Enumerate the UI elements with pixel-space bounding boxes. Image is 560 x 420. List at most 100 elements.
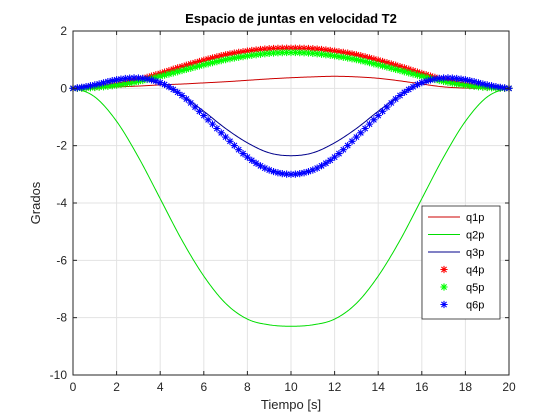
- data-point-q6p: [235, 146, 243, 154]
- data-point-q4p: [304, 44, 313, 53]
- data-point-q5p: [405, 69, 413, 77]
- chart-title: Espacio de juntas en velocidad T2: [185, 11, 397, 26]
- data-point-q6p: [104, 78, 112, 86]
- data-point-q4p: [200, 56, 208, 64]
- data-point-q4p: [248, 46, 256, 55]
- data-point-q4p: [174, 64, 182, 72]
- y-tick-label: -2: [56, 139, 67, 153]
- data-point-q4p: [396, 62, 404, 71]
- data-point-q5p: [239, 52, 247, 61]
- data-point-q6p: [413, 80, 422, 89]
- data-point-q4p: [226, 50, 234, 58]
- data-point-q5p: [235, 53, 243, 61]
- data-point-q6p: [182, 95, 190, 103]
- data-point-q6p: [95, 80, 103, 88]
- data-point-q6p: [165, 83, 173, 91]
- data-point-q6p: [374, 111, 382, 120]
- data-point-q5p: [165, 70, 173, 78]
- y-tick-label: -10: [50, 368, 68, 382]
- data-point-q4p: [204, 55, 212, 63]
- data-point-q6p: [287, 170, 295, 178]
- y-axis-label: Grados: [28, 181, 43, 224]
- data-point-q5p: [121, 80, 129, 88]
- data-point-q6p: [156, 79, 164, 87]
- data-point-q5p: [466, 82, 474, 90]
- data-point-q6p: [453, 74, 461, 83]
- data-point-q6p: [213, 124, 221, 133]
- data-point-q5p: [304, 49, 313, 57]
- data-point-q4p: [191, 59, 199, 67]
- data-point-q6p: [309, 166, 317, 174]
- data-point-q6p: [226, 137, 234, 145]
- data-point-q5p: [195, 62, 204, 70]
- data-point-q5p: [309, 49, 317, 57]
- data-point-q5p: [474, 83, 483, 91]
- data-point-q4p: [195, 57, 204, 66]
- data-point-q6p: [496, 83, 504, 91]
- data-point-q6p: [174, 88, 182, 96]
- data-point-q5p: [208, 59, 217, 67]
- x-tick-label: 2: [113, 380, 120, 394]
- legend-swatch-q6p: [440, 300, 448, 309]
- data-point-q4p: [352, 51, 360, 59]
- data-point-q5p: [287, 48, 295, 57]
- legend-label-q6p: q6p: [466, 300, 484, 312]
- axis-ticks: 0 2 4 6 8 10 12 14 16 18 20 -10 -8 -6 -4 -2 0 2: [50, 24, 516, 394]
- data-point-q5p: [413, 71, 422, 79]
- data-point-q5p: [200, 61, 208, 69]
- data-point-q4p: [326, 46, 334, 55]
- data-point-q6p: [117, 75, 125, 83]
- data-point-q6p: [78, 83, 86, 91]
- x-tick-label: 6: [200, 380, 207, 394]
- data-point-q5p: [374, 61, 382, 69]
- data-point-q5p: [169, 69, 177, 77]
- data-point-q5p: [378, 62, 387, 70]
- data-point-q5p: [387, 64, 395, 72]
- data-point-q6p: [300, 169, 308, 177]
- data-point-q4p: [361, 53, 369, 61]
- data-point-q5p: [339, 53, 347, 61]
- data-point-q6p: [73, 84, 81, 92]
- data-point-q6p: [479, 80, 487, 88]
- data-point-q5p: [274, 49, 282, 57]
- data-point-q6p: [296, 170, 304, 178]
- data-point-q4p: [287, 44, 295, 52]
- data-point-q5p: [383, 63, 391, 71]
- data-point-q5p: [448, 79, 456, 87]
- data-point-q5p: [300, 49, 308, 57]
- legend-label-q2p: q2p: [466, 230, 484, 242]
- data-point-q6p: [195, 107, 204, 115]
- data-point-q4p: [344, 49, 352, 57]
- data-point-q6p: [204, 116, 212, 124]
- data-point-q6p: [283, 170, 291, 178]
- data-point-q4p: [256, 45, 265, 54]
- data-point-q5p: [222, 56, 230, 64]
- x-tick-label: 20: [502, 380, 516, 394]
- data-point-q6p: [130, 74, 138, 82]
- series-markers-q5p: [69, 48, 513, 92]
- data-point-q6p: [487, 82, 496, 90]
- data-point-q5p: [261, 50, 269, 58]
- data-point-q4p: [335, 48, 343, 56]
- data-point-q4p: [331, 47, 339, 55]
- data-point-q5p: [248, 51, 256, 59]
- data-point-q6p: [352, 133, 360, 141]
- data-point-q6p: [248, 156, 256, 164]
- series-line-q2p: [72, 87, 510, 327]
- data-point-q6p: [365, 120, 374, 128]
- y-tick-label: 2: [60, 24, 67, 38]
- data-point-q4p: [392, 61, 400, 69]
- data-point-q5p: [296, 49, 304, 57]
- data-point-q6p: [208, 120, 217, 128]
- x-tick-label: 16: [415, 380, 429, 394]
- data-point-q6p: [483, 81, 491, 89]
- x-axis-label: Tiempo [s]: [261, 397, 321, 412]
- data-point-q5p: [213, 57, 221, 66]
- data-point-q4p: [178, 62, 186, 71]
- data-point-q5p: [331, 52, 339, 60]
- data-point-q5p: [392, 65, 400, 74]
- data-point-q6p: [230, 141, 238, 150]
- data-point-q4p: [357, 52, 365, 60]
- data-point-q6p: [418, 79, 426, 87]
